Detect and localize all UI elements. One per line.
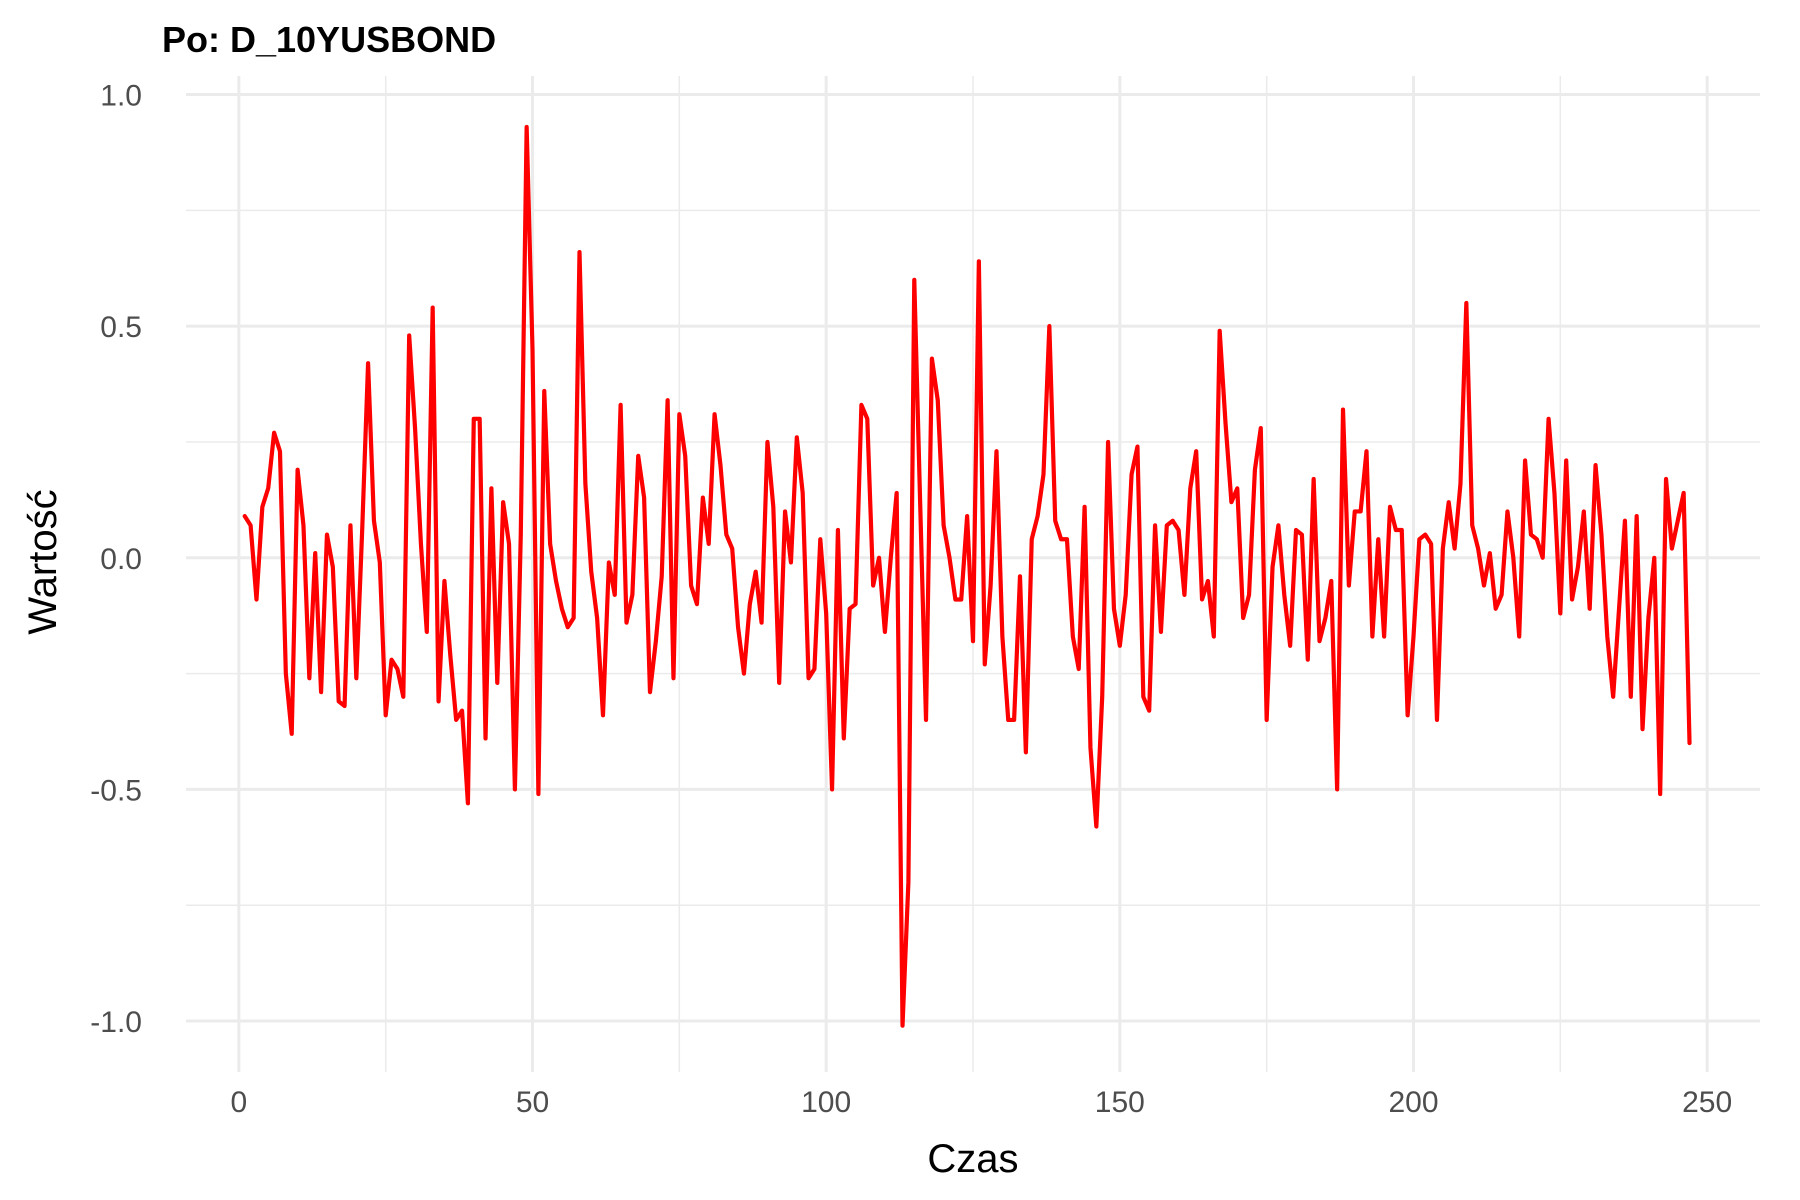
- y-tick-label: -0.5: [90, 774, 142, 807]
- y-tick-label: -1.0: [90, 1006, 142, 1039]
- y-tick-label: 0.0: [100, 543, 142, 576]
- x-tick-label: 250: [1682, 1086, 1732, 1119]
- series-layer: [242, 124, 1692, 1028]
- x-axis-title: Czas: [927, 1137, 1018, 1181]
- x-tick-label: 200: [1388, 1086, 1438, 1119]
- x-tick-label: 100: [801, 1086, 851, 1119]
- y-tick-label: 0.5: [100, 311, 142, 344]
- y-tick-label: 1.0: [100, 80, 142, 113]
- y-axis-title: Wartość: [21, 489, 65, 634]
- x-tick-label: 50: [516, 1086, 549, 1119]
- x-tick-label: 150: [1095, 1086, 1145, 1119]
- chart-title: Po: D_10YUSBOND: [162, 19, 496, 60]
- tick-labels: 0 50 100 150 200 250 -1.0 -0.5 0.0 0.5 1.0: [90, 80, 1732, 1119]
- x-tick-label: 0: [231, 1086, 248, 1119]
- series-line: [242, 124, 1692, 1028]
